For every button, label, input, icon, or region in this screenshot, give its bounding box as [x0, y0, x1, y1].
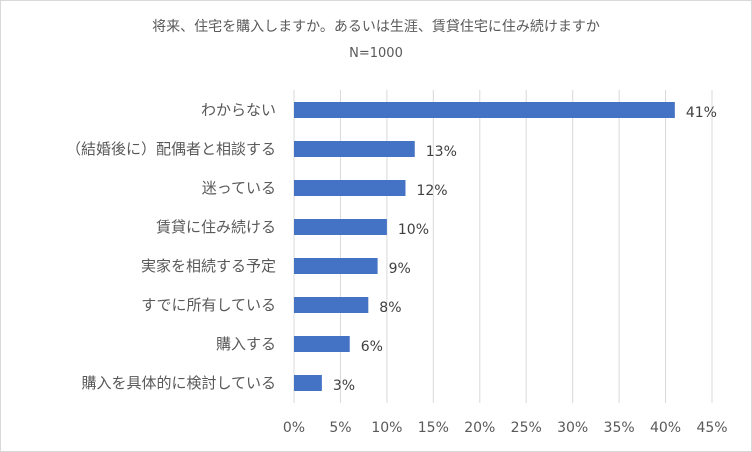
category-label: 賃貸に住み続ける	[156, 218, 276, 236]
category-label: 迷っている	[202, 179, 276, 197]
bar-chart: 0% 5% 10% 15% 20% 25% 30% 35% 40% 45% わからない 41% （結婚後…	[0, 0, 752, 452]
category-label: 購入を具体的に検討している	[81, 374, 276, 392]
x-tick-label: 35%	[604, 420, 635, 436]
x-tick-label: 15%	[418, 420, 449, 436]
data-label: 8%	[379, 300, 401, 316]
bar	[294, 219, 387, 235]
bar	[294, 180, 405, 196]
bar	[294, 336, 350, 352]
x-tick-label: 10%	[371, 420, 402, 436]
data-label: 6%	[361, 339, 383, 355]
data-label: 9%	[389, 261, 411, 277]
bar	[294, 258, 378, 274]
bar	[294, 375, 322, 391]
bar	[294, 141, 415, 157]
data-label: 10%	[398, 222, 429, 238]
x-tick-label: 40%	[650, 420, 681, 436]
category-label: すでに所有している	[141, 296, 276, 314]
category-label: （結婚後に）配偶者と相談する	[66, 140, 276, 158]
x-tick-label: 30%	[557, 420, 588, 436]
data-label: 12%	[416, 183, 447, 199]
x-tick-label: 25%	[511, 420, 542, 436]
data-label: 41%	[686, 105, 717, 121]
x-tick-label: 20%	[464, 420, 495, 436]
x-tick-label: 45%	[696, 420, 727, 436]
data-label: 3%	[333, 378, 355, 394]
category-label: わからない	[201, 101, 276, 119]
category-label: 実家を相続する予定	[141, 257, 276, 275]
bar	[294, 102, 675, 118]
bar	[294, 297, 368, 313]
data-label: 13%	[426, 144, 457, 160]
x-tick-label: 5%	[329, 420, 351, 436]
category-label: 購入する	[216, 335, 276, 353]
x-tick-label: 0%	[283, 420, 305, 436]
